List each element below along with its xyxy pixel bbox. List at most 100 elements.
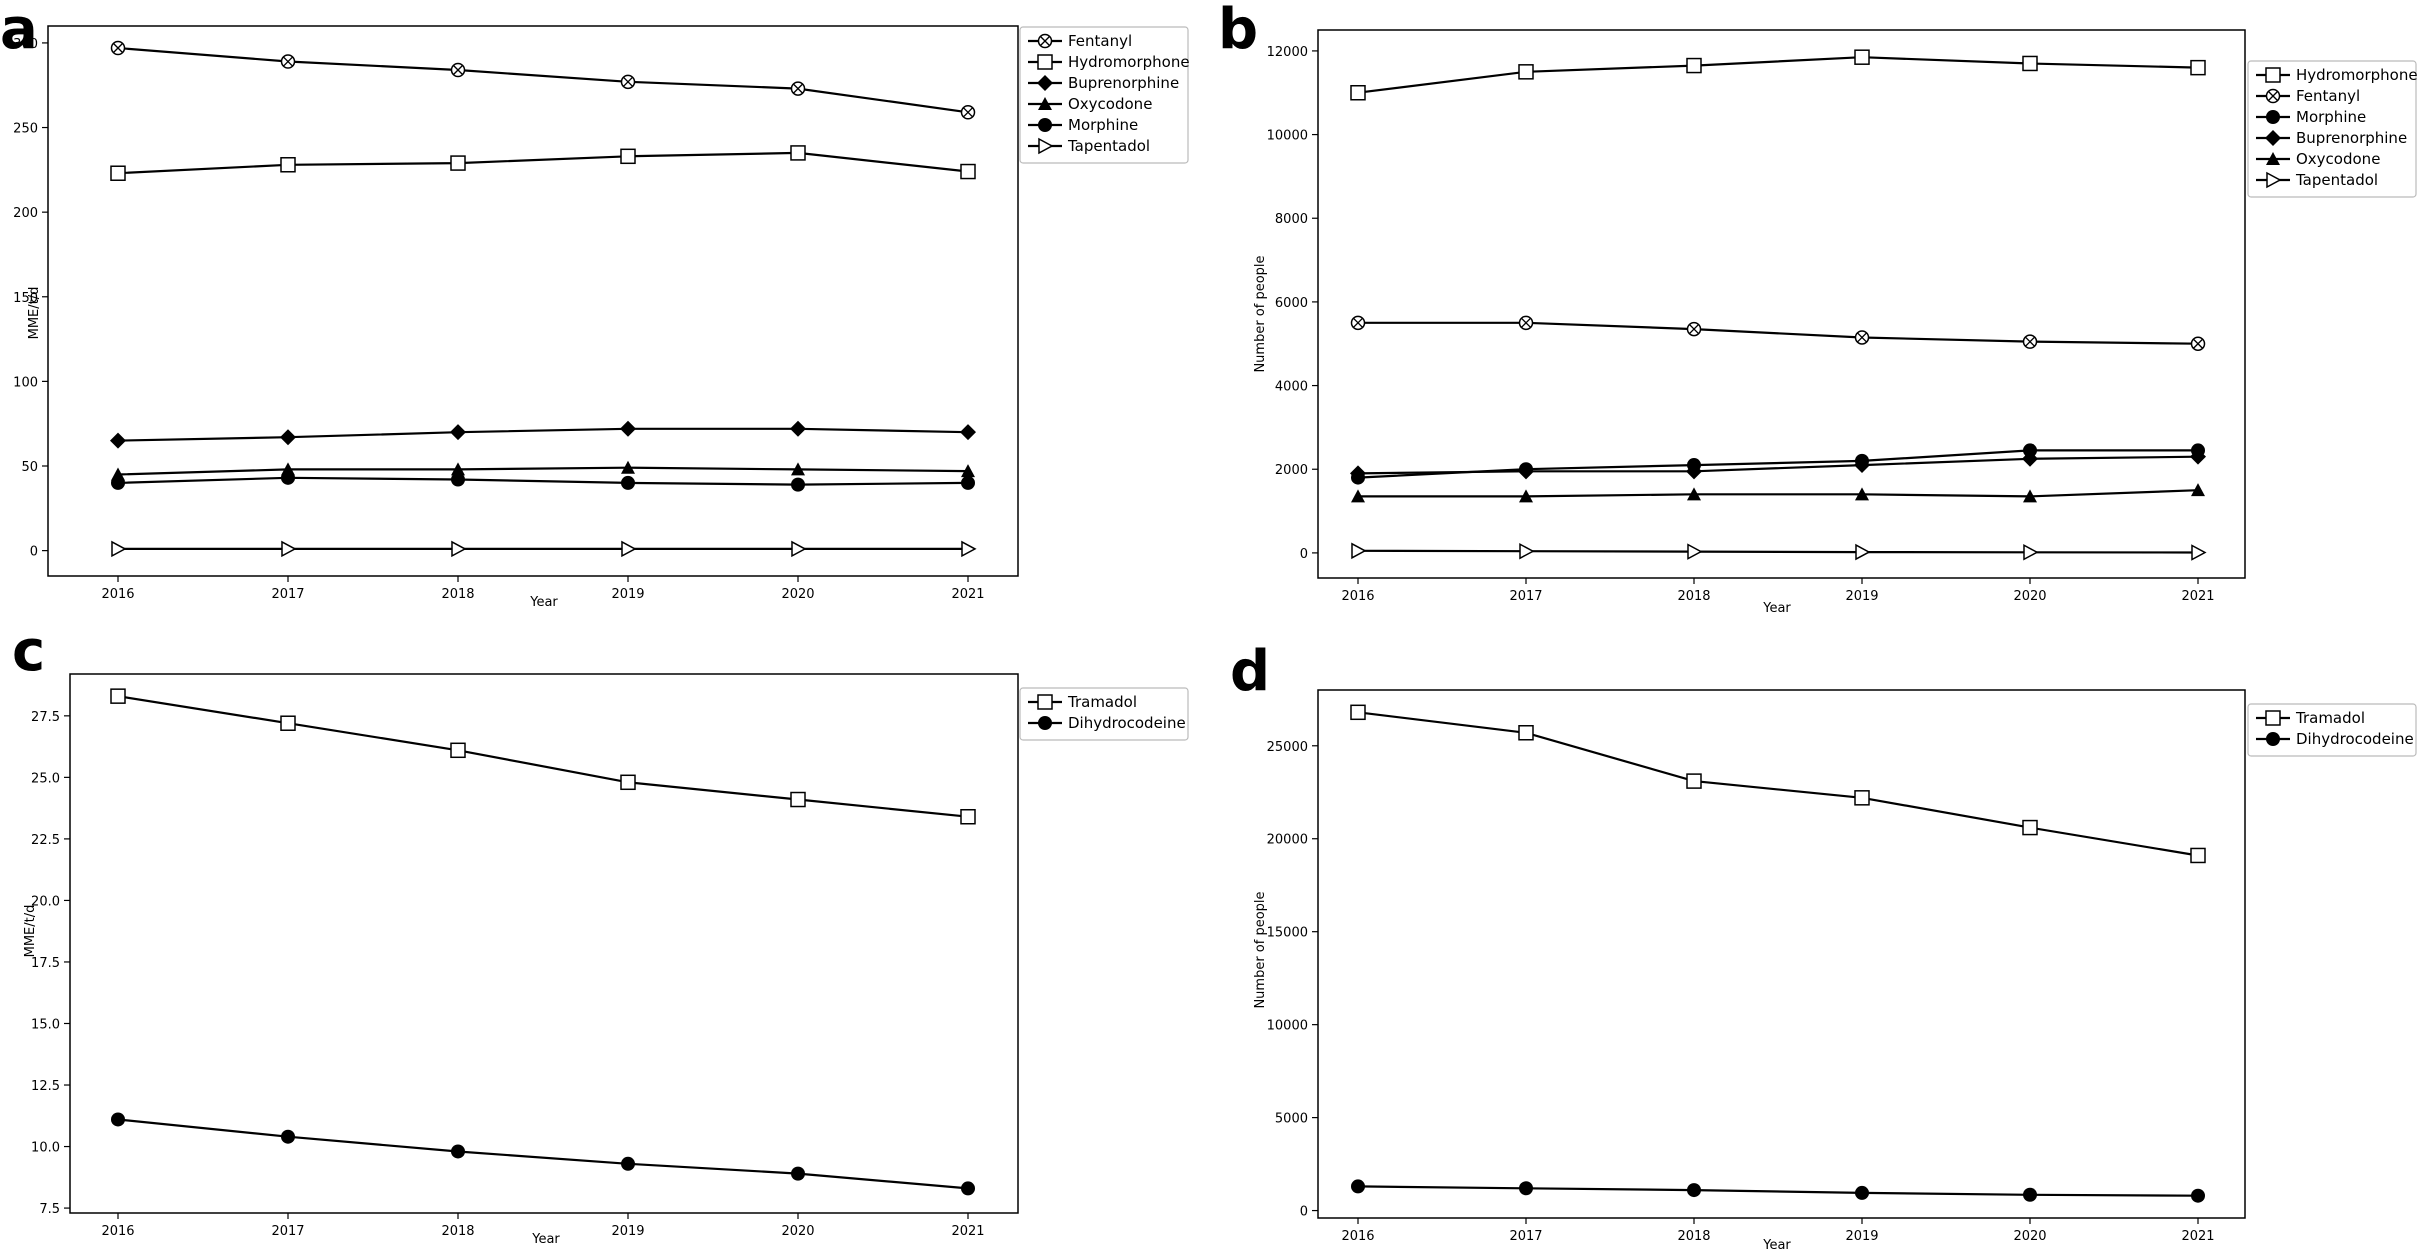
series-tapentadol [1351,542,2207,561]
data-point [1519,489,1533,503]
series-fentanyl [1350,315,2206,351]
legend-label: Oxycodone [1068,95,1152,113]
data-point [621,460,635,474]
data-point [620,774,636,791]
data-point [110,688,126,704]
x-tick-label: 2016 [101,1224,134,1239]
legend-item: Fentanyl [1028,32,1132,50]
data-point [1351,489,1365,503]
data-point [450,742,466,759]
data-point [1518,725,1534,741]
series-line [117,466,969,476]
x-tick-label: 2019 [1845,1229,1878,1244]
y-tick-label: 100 [13,375,38,390]
y-axis-label: Number of people [1253,891,1268,1008]
legend-item: Hydromorphone [2256,66,2418,84]
plot-frame [47,25,1019,577]
data-point [451,540,467,558]
series-dihydrocodeine [111,1112,975,1196]
legend-marker [1038,97,1052,110]
legend-item: Tramadol [1028,693,1137,711]
data-point [790,145,806,161]
panel-c: c Year MME/t/d 2016 2017 2018 2019 2020 2021 7… [12,619,1189,1247]
data-point [621,540,637,558]
data-point [790,420,806,437]
x-axis-label: Year [1762,601,1791,616]
data-point [1350,315,1366,331]
y-tick-label: 20000 [1267,833,1308,848]
x-tick-label: 2021 [2181,589,2214,604]
data-point [1518,463,1534,480]
series-tapentadol [111,540,977,558]
series-line [117,476,969,486]
y-tick-label: 10000 [1267,1019,1308,1034]
legend-marker [2265,710,2281,726]
y-axis-label: Number of people [1253,255,1268,372]
data-point [280,157,296,173]
plot-frame [1317,689,2246,1219]
legend-label: Dihydrocodeine [2296,730,2414,748]
data-point [281,470,295,485]
y-tick-label: 50 [21,460,38,475]
x-tick-label: 2017 [1509,1229,1542,1244]
y-tick-label: 5000 [1275,1112,1308,1127]
legend-item: Buprenorphine [1028,74,1179,92]
plot-frame [1317,29,2246,579]
x-tick-label: 2017 [1509,589,1542,604]
legend-label: Fentanyl [2296,87,2360,105]
data-point [110,165,126,181]
legend-label: Fentanyl [1068,32,1132,50]
data-point [1351,542,1367,560]
data-point [111,540,127,558]
series-line [117,151,969,175]
data-point [451,472,465,487]
y-tick-label: 10.0 [31,1141,60,1156]
y-tick-label: 12.5 [31,1079,60,1094]
legend-marker [2265,88,2281,104]
data-point [961,464,975,478]
series-line [1357,56,2199,94]
legend-label: Buprenorphine [2296,129,2407,147]
data-point [2191,544,2207,561]
data-point [960,163,976,180]
series-line [1357,549,2199,554]
panel-letter-d: d [1230,639,1270,704]
legend-marker [1038,137,1054,155]
y-axis-label: MME/t/d [23,905,38,958]
y-tick-label: 8000 [1275,212,1308,227]
data-point [2023,489,2037,503]
series-line [1358,321,2199,345]
x-tick-label: 2016 [101,587,134,602]
data-point [1686,773,1702,789]
legend-label: Oxycodone [2296,150,2380,168]
x-axis-label: Year [529,595,558,610]
x-tick-label: 2020 [2013,1229,2046,1244]
data-point [111,475,125,490]
y-tick-label: 27.5 [31,710,60,725]
y-tick-label: 22.5 [31,833,60,848]
y-tick-label: 12000 [1267,45,1308,60]
y-tick-label: 10000 [1267,129,1308,144]
y-tick-label: 2000 [1275,463,1308,478]
data-point [960,105,976,120]
x-tick-label: 2021 [951,587,984,602]
data-point [790,81,806,96]
legend-marker [1037,694,1053,710]
data-point [1518,315,1534,331]
data-point [1519,542,1535,560]
x-tick-label: 2020 [781,587,814,602]
data-point [2022,55,2038,72]
data-point [2022,450,2038,467]
legend-item: Oxycodone [2256,150,2380,168]
legend-item: Morphine [2256,108,2366,126]
plot-area-d: 2016 2017 2018 2019 2020 2021 0 5000 10000 15000 2… [1267,689,2417,1244]
data-point [2023,544,2039,561]
legend-label: Morphine [1068,116,1138,134]
plot-area-c: 2016 2017 2018 2019 2020 2021 7.5 10.0 12.5 15.0 1… [31,673,1189,1239]
x-axis-label: Year [1762,1238,1791,1253]
legend-label: Hydromorphone [2296,66,2418,84]
y-tick-label: 0 [30,545,38,560]
x-axis-label: Year [531,1232,560,1247]
data-point [111,1112,125,1127]
series-line [117,695,969,818]
